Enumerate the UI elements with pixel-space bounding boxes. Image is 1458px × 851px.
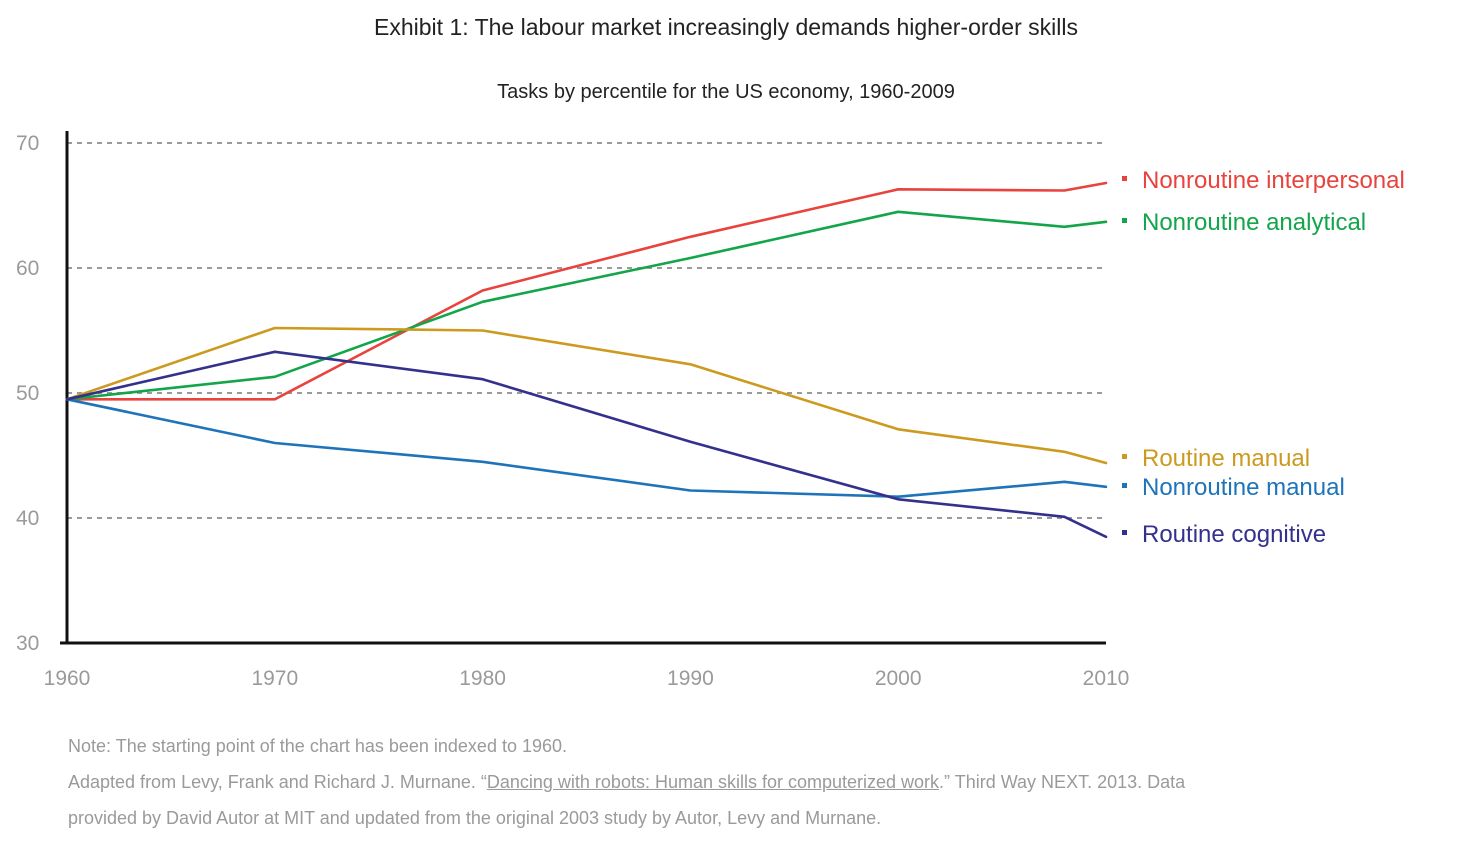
note-source: Adapted from Levy, Frank and Richard J. …	[68, 764, 1428, 800]
legend-marker-nonroutine-manual	[1122, 483, 1127, 488]
legend-label-nonroutine-interpersonal: Nonroutine interpersonal	[1142, 167, 1405, 194]
chart-subtitle: Tasks by percentile for the US economy, …	[497, 81, 955, 103]
note-data-credit: provided by David Autor at MIT and updat…	[68, 808, 882, 828]
legend: Nonroutine interpersonal Nonroutine analy…	[1122, 167, 1405, 548]
x-tick-label-1990: 1990	[667, 667, 714, 690]
series-line-nonroutine-analytical	[65, 210, 1108, 401]
source-prefix: Adapted from Levy, Frank and Richard J. …	[68, 772, 487, 792]
y-tick-label-30: 30	[16, 632, 39, 655]
series-line-routine-manual	[65, 326, 1108, 465]
chart-title: Exhibit 1: The labour market increasingl…	[374, 14, 1078, 40]
x-tick-label-2000: 2000	[875, 667, 922, 690]
chart-notes: Note: The starting point of the chart ha…	[68, 728, 1428, 836]
source-link[interactable]: Dancing with robots: Human skills for co…	[486, 772, 940, 792]
x-tick-label-1960: 1960	[44, 667, 91, 690]
legend-marker-routine-cognitive	[1122, 530, 1127, 535]
x-tick-label-1980: 1980	[459, 667, 506, 690]
legend-label-nonroutine-analytical: Nonroutine analytical	[1142, 209, 1366, 236]
series-line-nonroutine-interpersonal	[65, 181, 1108, 401]
legend-label-nonroutine-manual: Nonroutine manual	[1142, 474, 1345, 501]
legend-marker-nonroutine-analytical	[1122, 218, 1127, 223]
source-suffix: .” Third Way NEXT. 2013. Data	[939, 772, 1186, 792]
line-chart: 30 40 50 60 70 1960 1970 1980 1990 2000 2010 Nonro…	[16, 131, 1405, 690]
legend-marker-nonroutine-interpersonal	[1122, 176, 1127, 181]
series-line-nonroutine-manual	[65, 397, 1108, 499]
axes	[60, 131, 1106, 645]
x-tick-label-1970: 1970	[251, 667, 298, 690]
grid-lines	[67, 142, 1106, 519]
legend-label-routine-cognitive: Routine cognitive	[1142, 521, 1326, 548]
y-tick-label-40: 40	[16, 507, 39, 530]
series-line-routine-cognitive	[65, 350, 1108, 539]
series-lines	[65, 181, 1108, 539]
y-tick-label-60: 60	[16, 257, 39, 280]
tick-labels: 30 40 50 60 70 1960 1970 1980 1990 2000 2010	[16, 132, 1129, 690]
y-tick-label-50: 50	[16, 382, 39, 405]
note-indexing: Note: The starting point of the chart ha…	[68, 736, 568, 756]
legend-label-routine-manual: Routine manual	[1142, 445, 1310, 472]
y-tick-label-70: 70	[16, 132, 39, 155]
legend-marker-routine-manual	[1122, 454, 1127, 459]
x-tick-label-2010: 2010	[1083, 667, 1130, 690]
